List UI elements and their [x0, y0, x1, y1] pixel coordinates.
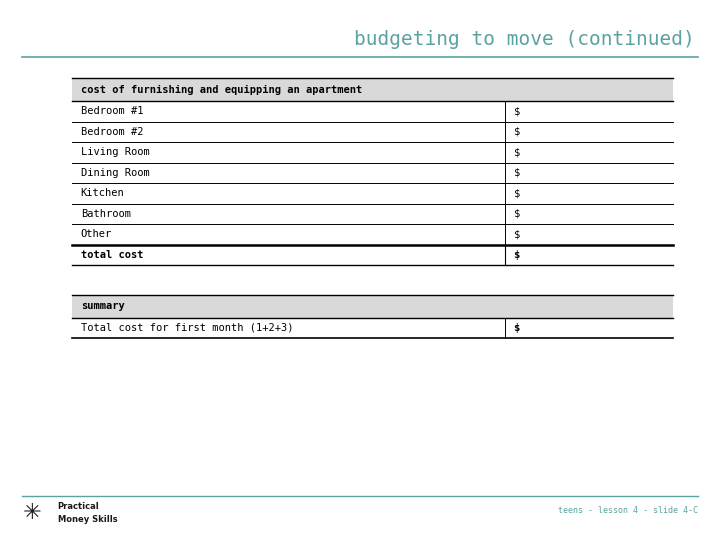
Text: Bedroom #1: Bedroom #1: [81, 106, 143, 116]
Text: $: $: [513, 106, 520, 116]
Text: Money Skills: Money Skills: [58, 515, 117, 524]
Text: cost of furnishing and equipping an apartment: cost of furnishing and equipping an apar…: [81, 85, 362, 94]
Text: Total cost for first month (1+2+3): Total cost for first month (1+2+3): [81, 323, 293, 333]
Text: $: $: [513, 168, 520, 178]
Text: Living Room: Living Room: [81, 147, 149, 157]
Text: teens - lesson 4 - slide 4-C: teens - lesson 4 - slide 4-C: [559, 506, 698, 515]
Text: summary: summary: [81, 301, 125, 311]
Text: Other: Other: [81, 230, 112, 239]
Text: Bedroom #2: Bedroom #2: [81, 127, 143, 137]
Text: Bathroom: Bathroom: [81, 209, 130, 219]
Text: Practical: Practical: [58, 502, 99, 511]
Text: $: $: [513, 230, 520, 239]
Text: $: $: [513, 147, 520, 157]
Text: budgeting to move (continued): budgeting to move (continued): [354, 30, 695, 49]
Text: $: $: [513, 250, 520, 260]
Text: Kitchen: Kitchen: [81, 188, 125, 198]
Text: Dining Room: Dining Room: [81, 168, 149, 178]
Text: $: $: [513, 127, 520, 137]
Text: $: $: [513, 188, 520, 198]
Bar: [72, 295, 673, 318]
Text: $: $: [513, 323, 520, 333]
Text: total cost: total cost: [81, 250, 143, 260]
Text: ✳: ✳: [23, 503, 42, 523]
Text: $: $: [513, 209, 520, 219]
Bar: [72, 78, 673, 101]
